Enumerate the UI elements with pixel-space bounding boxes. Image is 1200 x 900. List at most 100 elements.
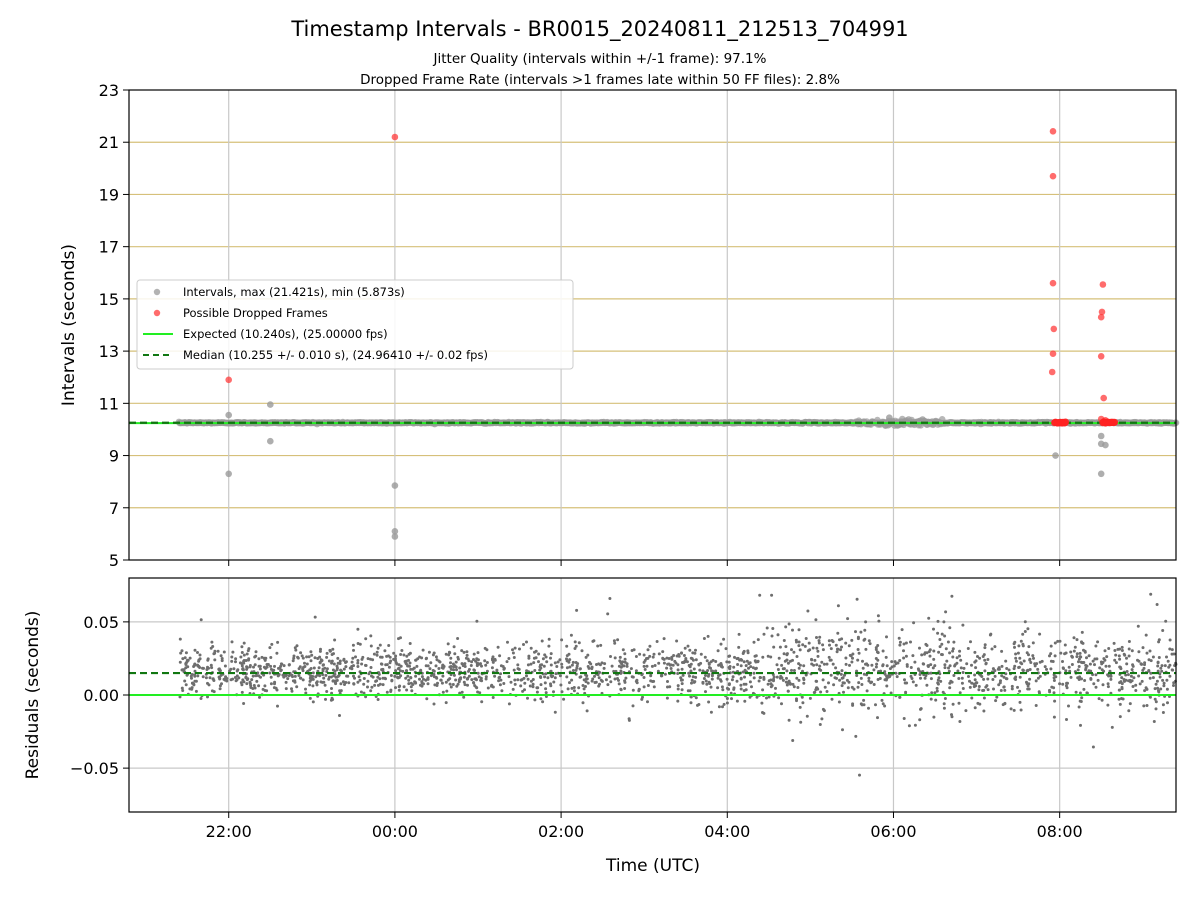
residual-point bbox=[749, 665, 753, 669]
residual-point bbox=[844, 641, 848, 645]
residual-point bbox=[1109, 673, 1113, 677]
residual-point bbox=[470, 678, 474, 682]
residual-point bbox=[472, 658, 475, 661]
residual-point bbox=[297, 674, 301, 677]
residual-point bbox=[276, 674, 280, 678]
residual-point bbox=[731, 675, 735, 679]
residual-point bbox=[803, 644, 807, 648]
residual-point bbox=[1034, 679, 1038, 683]
residual-point bbox=[328, 649, 332, 653]
residual-point bbox=[1091, 745, 1095, 749]
residual-point bbox=[1118, 665, 1122, 669]
residual-point bbox=[241, 667, 245, 671]
residual-point bbox=[413, 680, 417, 684]
residual-point bbox=[275, 688, 279, 692]
residual-point bbox=[642, 664, 646, 668]
residual-point bbox=[976, 655, 979, 658]
residual-point bbox=[560, 690, 564, 694]
residual-point bbox=[855, 669, 859, 673]
residual-point bbox=[797, 644, 801, 648]
residual-point bbox=[344, 661, 347, 664]
residual-point bbox=[1166, 659, 1170, 663]
residual-point bbox=[543, 675, 547, 679]
residual-point bbox=[960, 681, 964, 685]
residual-point bbox=[586, 681, 590, 685]
residual-point bbox=[1012, 642, 1016, 646]
residual-point bbox=[994, 699, 998, 703]
residual-point bbox=[257, 684, 261, 688]
residual-point bbox=[1170, 652, 1174, 656]
residual-point bbox=[336, 656, 340, 660]
residual-point bbox=[421, 648, 425, 652]
residual-point bbox=[722, 637, 726, 641]
residual-point bbox=[745, 659, 749, 663]
residual-point bbox=[801, 701, 805, 705]
residual-point bbox=[571, 660, 575, 664]
residual-point bbox=[719, 642, 723, 646]
residual-point bbox=[789, 659, 792, 663]
residual-point bbox=[1025, 651, 1029, 655]
residual-point bbox=[387, 665, 391, 669]
residual-point bbox=[651, 655, 655, 659]
residual-point bbox=[404, 676, 408, 680]
residual-point bbox=[1145, 704, 1149, 707]
residual-point bbox=[505, 660, 509, 664]
residual-point bbox=[643, 659, 647, 662]
residual-point bbox=[562, 697, 566, 701]
residual-point bbox=[281, 673, 285, 677]
residual-point bbox=[719, 678, 722, 682]
residual-point bbox=[358, 678, 362, 682]
residual-point bbox=[1087, 669, 1091, 673]
residual-point bbox=[704, 690, 707, 694]
residual-point bbox=[1000, 649, 1004, 653]
residual-point bbox=[1025, 680, 1028, 684]
residual-point bbox=[573, 640, 577, 644]
residual-point bbox=[1073, 645, 1077, 649]
residual-point bbox=[727, 683, 731, 687]
residual-point bbox=[577, 686, 581, 690]
residual-point bbox=[325, 667, 329, 671]
residual-point bbox=[549, 684, 553, 688]
residual-point bbox=[272, 686, 276, 690]
residual-point bbox=[389, 688, 393, 692]
residual-point bbox=[1106, 703, 1110, 707]
residual-point bbox=[818, 635, 822, 639]
residual-point bbox=[646, 700, 649, 704]
residual-point bbox=[802, 676, 806, 680]
dropped-frame-point bbox=[1050, 325, 1058, 333]
residual-point bbox=[1064, 684, 1068, 688]
residual-point bbox=[1033, 664, 1037, 668]
residual-point bbox=[385, 690, 389, 694]
residual-point bbox=[1014, 652, 1018, 656]
residual-point bbox=[1131, 664, 1135, 668]
residual-point bbox=[890, 660, 894, 664]
residual-point bbox=[317, 673, 321, 677]
residual-point bbox=[666, 685, 669, 689]
residual-point bbox=[630, 649, 634, 652]
residual-point bbox=[918, 673, 922, 676]
residual-point bbox=[876, 614, 880, 618]
residual-point bbox=[625, 662, 629, 666]
residual-point bbox=[449, 656, 453, 660]
residual-point bbox=[717, 705, 721, 709]
residual-point bbox=[375, 653, 379, 657]
residual-point bbox=[535, 690, 539, 694]
residual-point bbox=[454, 660, 458, 664]
residual-point bbox=[240, 645, 244, 649]
residual-point bbox=[592, 639, 596, 643]
residual-point bbox=[405, 688, 409, 692]
residual-point bbox=[938, 638, 942, 641]
residual-point bbox=[616, 677, 619, 680]
residual-point bbox=[865, 689, 869, 693]
residual-point bbox=[194, 689, 198, 693]
residual-point bbox=[213, 658, 217, 662]
residual-point bbox=[958, 649, 962, 653]
residual-point bbox=[905, 681, 909, 685]
residual-point bbox=[884, 655, 888, 659]
residual-point bbox=[777, 656, 781, 660]
residual-point bbox=[245, 665, 249, 669]
residual-point bbox=[742, 650, 746, 654]
residual-point bbox=[495, 668, 499, 672]
residual-point bbox=[932, 715, 936, 719]
